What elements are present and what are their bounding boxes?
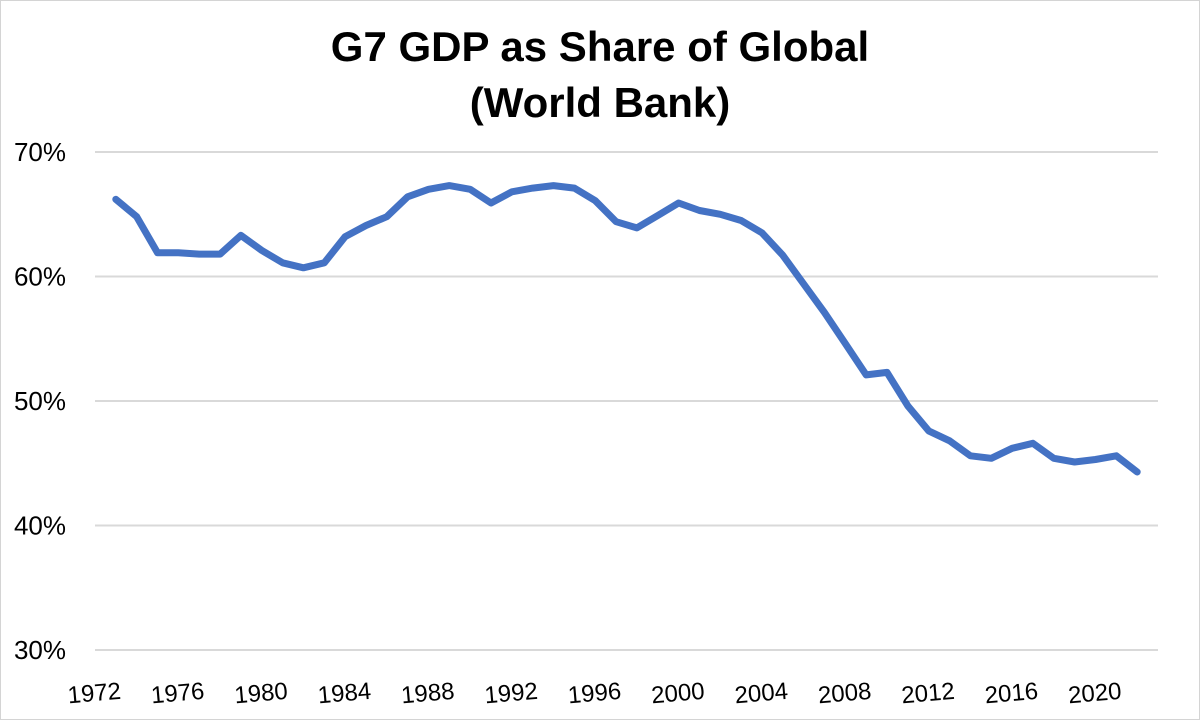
chart-subtitle: (World Bank) <box>469 79 731 126</box>
x-tick-label: 2020 <box>1067 678 1123 710</box>
x-tick-label: 1984 <box>317 678 373 710</box>
x-tick-label: 1996 <box>567 678 623 710</box>
chart-title: G7 GDP as Share of Global <box>330 23 870 70</box>
x-axis-tick-labels: 1972 1976 1980 1984 1988 1992 1996 2000 2004 2008… <box>67 678 1123 710</box>
x-tick-label: 2000 <box>650 678 706 710</box>
x-tick-label: 2008 <box>817 678 873 710</box>
x-tick-label: 2016 <box>984 678 1040 710</box>
series-line-0 <box>112 182 1141 476</box>
y-tick-label: 50% <box>14 386 66 416</box>
series-group <box>112 182 1141 476</box>
gridlines <box>95 151 1158 651</box>
x-tick-label: 1980 <box>233 678 289 710</box>
y-tick-label: 60% <box>14 262 66 292</box>
x-tick-label: 1976 <box>150 678 206 710</box>
x-tick-label: 2012 <box>900 678 956 710</box>
x-tick-label: 2004 <box>734 678 790 710</box>
y-tick-label: 40% <box>14 511 66 541</box>
x-tick-label: 1988 <box>400 678 456 710</box>
x-tick-label: 1972 <box>67 678 123 710</box>
y-tick-label: 70% <box>14 137 66 167</box>
y-axis-tick-labels: 30% 40% 50% 60% 70% <box>14 137 66 665</box>
y-tick-label: 30% <box>14 635 66 665</box>
x-tick-label: 1992 <box>483 678 539 710</box>
